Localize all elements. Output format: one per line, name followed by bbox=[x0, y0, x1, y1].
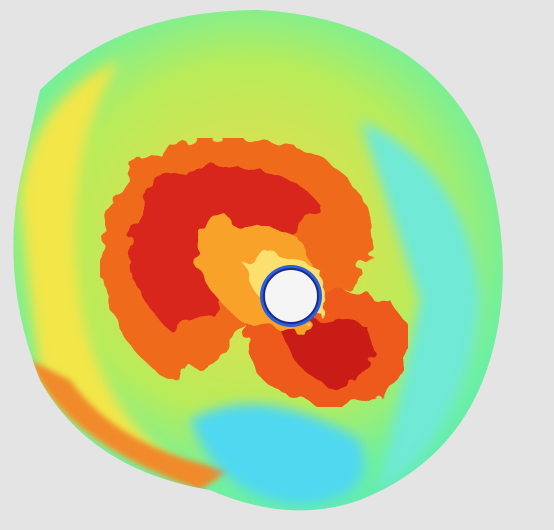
inner-core bbox=[263, 268, 319, 324]
